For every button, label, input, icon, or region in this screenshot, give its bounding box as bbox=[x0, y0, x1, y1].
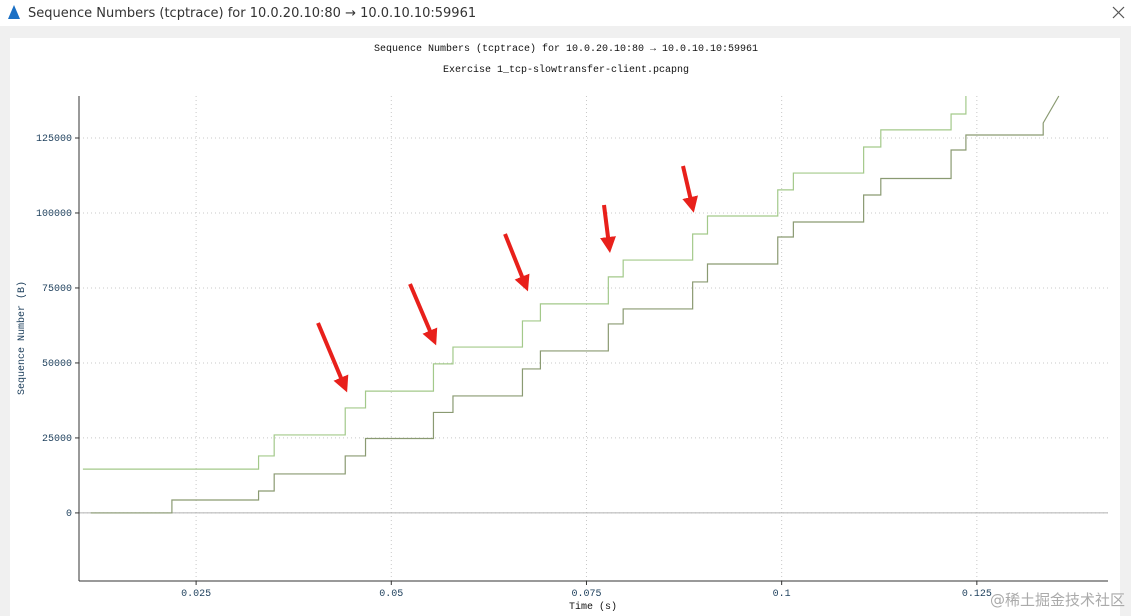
chart-title: Sequence Numbers (tcptrace) for 10.0.20.… bbox=[374, 43, 758, 55]
annotation-arrows bbox=[316, 165, 698, 393]
x-tick-label: 0.05 bbox=[379, 589, 403, 600]
plot: 0 25000 50000 75000 100000 125000 0.025 0.05 0.0… bbox=[36, 95, 1108, 600]
app-icon bbox=[8, 5, 20, 19]
y-axis-label: Sequence Number (B) bbox=[16, 281, 28, 395]
x-tick-label: 0.025 bbox=[181, 589, 211, 600]
y-tick-label: 0 bbox=[66, 509, 72, 520]
series-line bbox=[90, 95, 1060, 514]
y-tick-label: 125000 bbox=[36, 134, 72, 145]
y-tick-label: 75000 bbox=[42, 284, 72, 295]
x-tick-label: 0.075 bbox=[571, 589, 601, 600]
window-title: Sequence Numbers (tcptrace) for 10.0.20.… bbox=[28, 6, 476, 21]
x-axis-label: Time (s) bbox=[569, 601, 617, 613]
x-tick-label: 0.1 bbox=[773, 589, 791, 600]
y-tick-label: 25000 bbox=[42, 434, 72, 445]
close-button[interactable] bbox=[1112, 6, 1125, 19]
chart-subtitle: Exercise 1_tcp-slowtransfer-client.pcapn… bbox=[443, 64, 689, 76]
y-tick-label: 50000 bbox=[42, 359, 72, 370]
watermark: @稀土掘金技术社区 bbox=[990, 591, 1125, 609]
series-line bbox=[82, 96, 967, 470]
title-bar bbox=[0, 0, 1131, 26]
y-tick-label: 100000 bbox=[36, 209, 72, 220]
chart-area bbox=[10, 38, 1120, 616]
x-tick-label: 0.125 bbox=[962, 589, 992, 600]
